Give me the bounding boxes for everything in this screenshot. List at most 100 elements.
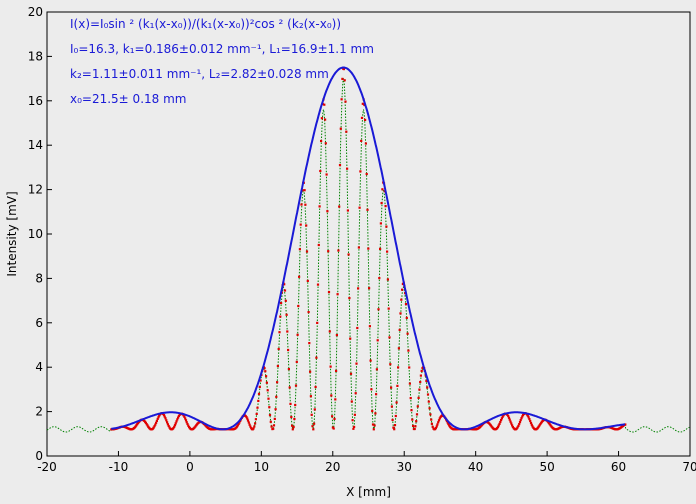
data-point [296, 333, 299, 336]
data-point [531, 425, 534, 428]
data-point [399, 312, 402, 315]
data-point [388, 336, 391, 339]
data-point [294, 384, 298, 387]
data-point [357, 287, 360, 290]
data-point [338, 164, 342, 167]
data-point [448, 424, 451, 427]
data-point [324, 142, 327, 145]
data-point [497, 424, 500, 427]
data-point [508, 418, 511, 421]
data-point [435, 425, 438, 428]
data-point [345, 130, 348, 133]
data-point [165, 419, 168, 422]
data-point [277, 347, 280, 351]
data-point [397, 366, 400, 369]
x-tick-label: 20 [325, 460, 340, 474]
data-point [368, 287, 371, 290]
data-point [529, 419, 532, 423]
data-point [354, 392, 357, 395]
data-point [287, 348, 290, 352]
data-point [353, 413, 356, 416]
data-point [246, 419, 250, 422]
data-point [300, 203, 303, 206]
x-tick-label: 60 [611, 460, 626, 474]
data-point [356, 326, 359, 330]
data-point [389, 363, 392, 366]
data-point [390, 386, 393, 389]
data-point [500, 419, 503, 422]
data-point [344, 100, 347, 103]
y-tick-label: 2 [35, 405, 43, 419]
data-point [269, 420, 272, 423]
data-point [624, 423, 627, 426]
x-axis-label: X [mm] [346, 485, 391, 499]
y-axis-ticks: 0 2 4 6 8 10 12 14 16 18 20 [28, 5, 52, 463]
x-axis-ticks: -20 -10 0 10 20 30 40 50 60 70 [37, 451, 696, 474]
data-point [361, 102, 364, 105]
data-point [328, 330, 331, 333]
data-point [309, 370, 312, 373]
data-point [177, 414, 180, 418]
data-point [376, 339, 379, 342]
data-point [303, 189, 306, 192]
data-point [331, 415, 334, 418]
data-point [408, 366, 411, 369]
data-point [357, 246, 360, 249]
data-point [237, 422, 240, 426]
data-point [507, 416, 511, 419]
data-point [329, 365, 332, 368]
data-point [153, 425, 156, 428]
data-point [176, 418, 179, 421]
data-point [373, 424, 376, 427]
data-point [343, 79, 346, 82]
data-point [405, 316, 408, 319]
data-point [311, 425, 314, 428]
data-point [295, 360, 298, 363]
data-point [391, 418, 394, 421]
data-point [446, 421, 449, 424]
x-tick-label: -20 [37, 460, 57, 474]
x-tick-label: 70 [682, 460, 696, 474]
y-tick-label: 6 [35, 316, 43, 330]
data-point [367, 247, 370, 250]
data-point [342, 68, 345, 71]
data-point [290, 415, 293, 419]
data-point [257, 399, 260, 402]
data-point [304, 203, 307, 206]
data-point [297, 304, 300, 308]
data-point [167, 424, 170, 428]
data-point [393, 424, 397, 427]
data-point [317, 243, 320, 247]
data-point [358, 206, 361, 209]
data-point [257, 392, 261, 395]
data-point [520, 417, 523, 420]
data-point [419, 374, 422, 377]
data-point [507, 415, 510, 418]
data-point [247, 421, 250, 424]
y-axis-label: Intensity [mV] [5, 191, 19, 276]
data-point [314, 385, 317, 389]
annotation-line: x₀=21.5± 0.18 mm [70, 92, 186, 106]
y-tick-label: 20 [28, 5, 43, 19]
data-point [145, 423, 148, 426]
data-point [346, 209, 349, 212]
data-point [430, 422, 433, 425]
data-point [279, 315, 282, 318]
data-point [414, 425, 417, 428]
y-tick-label: 16 [28, 94, 43, 108]
data-point [396, 384, 399, 387]
data-point [184, 417, 187, 420]
data-point [350, 400, 353, 403]
data-point [162, 414, 166, 417]
data-point [235, 425, 239, 428]
data-point [263, 367, 266, 370]
data-point [537, 425, 540, 428]
data-point [500, 417, 503, 420]
data-point [347, 253, 350, 256]
data-point [378, 277, 381, 280]
data-point [275, 395, 278, 398]
data-point [335, 369, 338, 372]
data-point [349, 372, 353, 375]
data-point [436, 423, 439, 426]
